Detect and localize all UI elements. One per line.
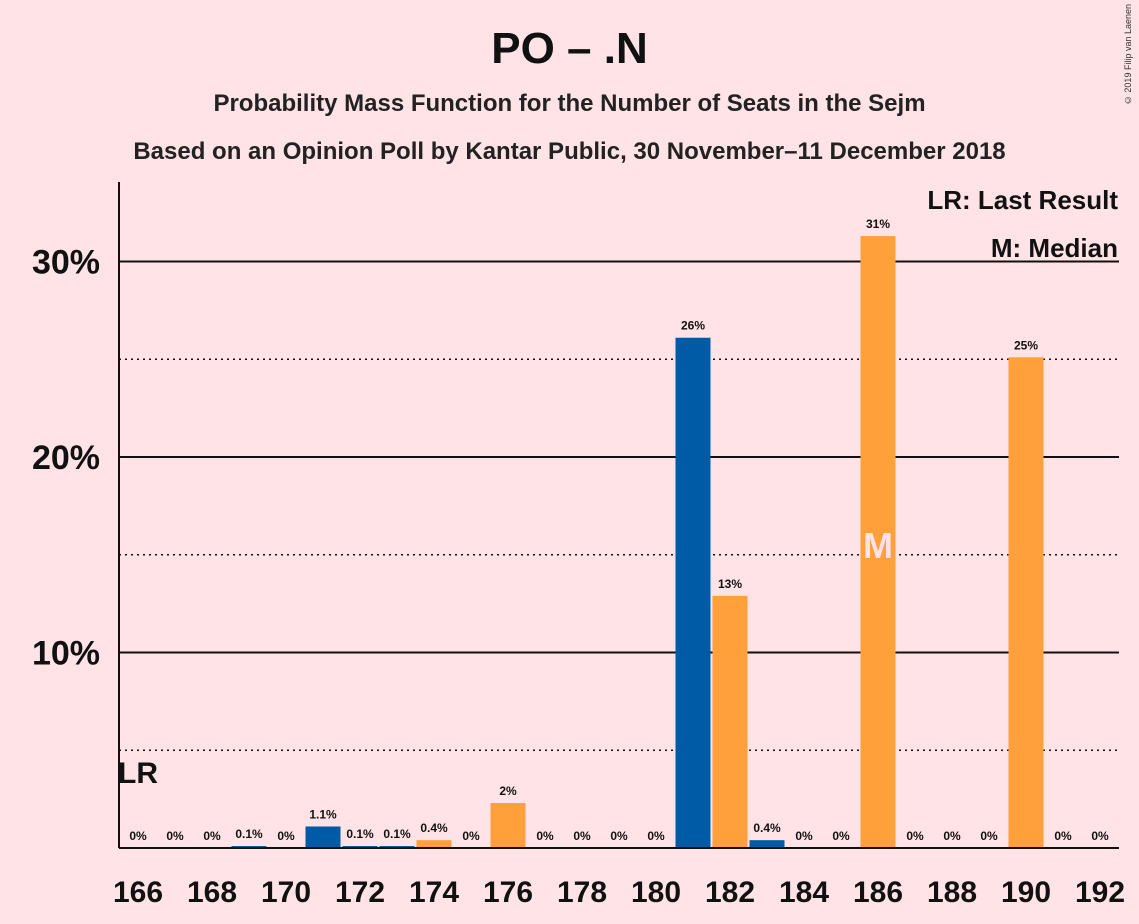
data-label-seat-175: 0% <box>462 829 480 843</box>
last-result-marker: LR <box>118 757 158 790</box>
legend-median: M: Median <box>991 233 1118 263</box>
y-tick-label: 10% <box>32 635 100 673</box>
data-label-seat-189: 0% <box>980 829 998 843</box>
x-tick-label: 176 <box>483 876 533 909</box>
x-tick-label: 170 <box>261 876 311 909</box>
data-label-seat-186: 31% <box>866 217 890 231</box>
data-label-seat-182: 13% <box>718 577 742 591</box>
x-tick-label: 190 <box>1001 876 1051 909</box>
bar-seat-186 <box>860 236 896 848</box>
chart-source: Based on an Opinion Poll by Kantar Publi… <box>133 138 1006 165</box>
bar-seat-174 <box>416 840 452 848</box>
data-label-seat-170: 0% <box>277 829 295 843</box>
bar-seat-171 <box>305 826 341 848</box>
bar-seat-182 <box>712 595 748 848</box>
x-tick-label: 172 <box>335 876 385 909</box>
x-tick-label: 174 <box>409 876 459 909</box>
data-label-seat-176: 2% <box>499 784 517 798</box>
data-label-seat-188: 0% <box>943 829 961 843</box>
x-tick-label: 184 <box>779 876 829 909</box>
x-tick-label: 166 <box>113 876 163 909</box>
x-tick-label: 168 <box>187 876 237 909</box>
data-label-seat-187: 0% <box>906 829 924 843</box>
data-label-seat-166: 0% <box>129 829 147 843</box>
median-marker: M <box>863 525 893 566</box>
x-tick-label: 192 <box>1075 876 1125 909</box>
x-tick-label: 182 <box>705 876 755 909</box>
data-label-seat-172: 0.1% <box>346 827 374 841</box>
data-label-seat-171: 1.1% <box>309 807 337 821</box>
data-label-seat-183: 0.4% <box>753 821 781 835</box>
y-tick-label: 20% <box>32 439 100 477</box>
data-label-seat-184: 0% <box>795 829 813 843</box>
data-label-seat-169: 0.1% <box>235 827 263 841</box>
chart-title: PO – .N <box>491 24 648 73</box>
y-tick-label: 30% <box>32 244 100 282</box>
x-tick-label: 178 <box>557 876 607 909</box>
data-label-seat-173: 0.1% <box>383 827 411 841</box>
data-label-seat-174: 0.4% <box>420 821 448 835</box>
data-label-seat-180: 0% <box>647 829 665 843</box>
x-tick-label: 180 <box>631 876 681 909</box>
bar-seat-183 <box>749 840 785 848</box>
bar-seat-181 <box>675 337 711 848</box>
data-label-seat-178: 0% <box>573 829 591 843</box>
data-label-seat-181: 26% <box>681 319 705 333</box>
bar-seat-176 <box>490 803 526 848</box>
data-label-seat-179: 0% <box>610 829 628 843</box>
data-label-seat-192: 0% <box>1091 829 1109 843</box>
data-label-seat-167: 0% <box>166 829 184 843</box>
data-label-seat-168: 0% <box>203 829 221 843</box>
data-label-seat-190: 25% <box>1014 338 1038 352</box>
x-tick-label: 188 <box>927 876 977 909</box>
data-label-seat-185: 0% <box>832 829 850 843</box>
bar-seat-190 <box>1008 357 1044 848</box>
chart-subtitle: Probability Mass Function for the Number… <box>213 90 926 117</box>
data-label-seat-191: 0% <box>1054 829 1072 843</box>
x-tick-label: 186 <box>853 876 903 909</box>
legend-last-result: LR: Last Result <box>927 185 1118 215</box>
data-label-seat-177: 0% <box>536 829 554 843</box>
